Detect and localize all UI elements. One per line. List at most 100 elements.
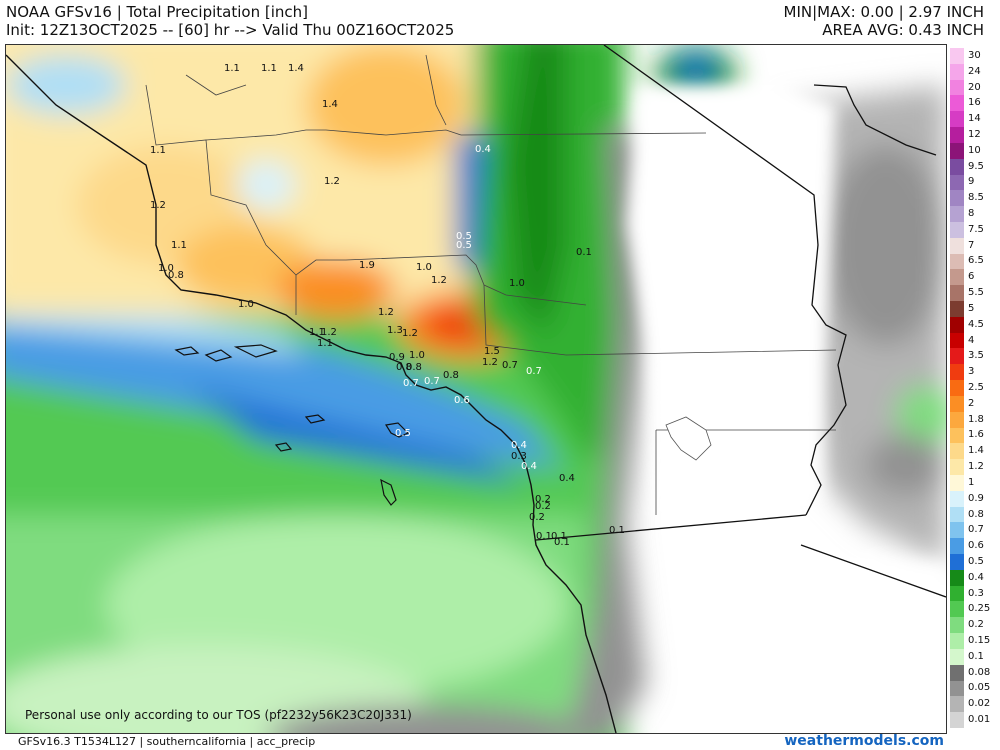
- legend-label: 14: [968, 113, 981, 125]
- legend-swatch: [950, 237, 964, 255]
- map-label: 0.2: [535, 494, 551, 505]
- legend-label: 12: [968, 128, 981, 140]
- legend-label: 0.02: [968, 698, 991, 710]
- legend-label: 1.2: [968, 461, 984, 473]
- legend-label: 0.5: [968, 555, 984, 567]
- legend-label: 0.08: [968, 666, 991, 678]
- legend-label: 0.3: [968, 587, 984, 599]
- map-label: 1.0: [416, 262, 432, 273]
- map-label: 0.2: [529, 512, 545, 523]
- legend-swatch: [950, 332, 964, 349]
- map-label: 1.9: [359, 260, 375, 271]
- header: NOAA GFSv16 | Total Precipitation [inch]…: [0, 0, 1000, 44]
- legend-label: 7: [968, 239, 975, 251]
- map-label: 0.8: [396, 362, 412, 373]
- legend-label: 1.8: [968, 413, 984, 425]
- salton-sea: [665, 416, 712, 461]
- map-label: 0.8: [443, 370, 459, 381]
- map-label: 0.4: [511, 440, 527, 451]
- map-label: 0.2: [535, 501, 551, 512]
- map-label: 0.7: [526, 366, 542, 377]
- legend-swatch: [950, 221, 964, 239]
- map-label: 0.4: [521, 461, 537, 472]
- legend-label: 5.5: [968, 287, 984, 299]
- map-label: 1.0: [238, 299, 254, 310]
- map-label: 1.2: [150, 200, 166, 211]
- legend-swatch: [950, 158, 964, 175]
- map-label: 1.1: [317, 338, 333, 349]
- map-label: 0.5: [395, 428, 411, 439]
- legend-swatch: [950, 411, 964, 429]
- map-label: 1.2: [482, 357, 498, 368]
- legend-swatch: [950, 364, 964, 381]
- map-label: 0.8: [406, 362, 422, 373]
- legend-swatch: [950, 127, 964, 144]
- legend-label: 4.5: [968, 318, 984, 330]
- legend-label: 0.15: [968, 635, 991, 647]
- map-label: 0.5: [456, 240, 472, 251]
- map-label: 1.1: [309, 327, 325, 338]
- map-label: 0.3: [511, 451, 527, 462]
- legend-swatch: [950, 696, 964, 713]
- channel-islands: [174, 344, 410, 506]
- legend-label: 0.9: [968, 492, 984, 504]
- map-label: 0.7: [424, 376, 440, 387]
- map-label: 0.4: [559, 473, 575, 484]
- legend-label: 9: [968, 176, 975, 188]
- map-label: 0.1: [536, 531, 552, 542]
- legend-swatch: [950, 680, 964, 697]
- legend-label: 16: [968, 97, 981, 109]
- map-label: 1.1: [224, 63, 240, 74]
- legend-label: 2: [968, 397, 975, 409]
- dry-region: [626, 85, 946, 733]
- legend-swatch: [950, 633, 964, 650]
- legend-swatch: [950, 474, 964, 492]
- legend-label: 6: [968, 271, 975, 283]
- map-label: 0.4: [475, 144, 491, 155]
- legend-label: 3.5: [968, 350, 984, 362]
- coastline: [6, 54, 617, 733]
- legend-swatch: [950, 111, 964, 128]
- legend-swatch: [950, 601, 964, 618]
- legend-swatch: [950, 554, 964, 571]
- map-label: 0.5: [456, 231, 472, 242]
- legend-label: 30: [968, 49, 981, 61]
- brand-link[interactable]: weathermodels.com: [784, 733, 944, 749]
- tos-note: Personal use only according to our TOS (…: [25, 708, 412, 722]
- legend-label: 3: [968, 366, 975, 378]
- legend-label: 0.8: [968, 508, 984, 520]
- legend-label: 8: [968, 208, 975, 220]
- legend-label: 0.05: [968, 682, 991, 694]
- map-label: 0.6: [454, 395, 470, 406]
- map-label: 1.5: [484, 346, 500, 357]
- legend-label: 24: [968, 65, 981, 77]
- map-label: 0.1: [551, 531, 567, 542]
- legend-swatch: [950, 174, 964, 191]
- legend-swatch: [950, 142, 964, 160]
- map-label: 1.0: [409, 350, 425, 361]
- legend-swatch: [950, 206, 964, 223]
- legend-swatch: [950, 253, 964, 270]
- legend-swatch: [950, 348, 964, 365]
- area-average-readout: AREA AVG: 0.43 INCH: [822, 21, 984, 39]
- legend-swatch: [950, 712, 964, 729]
- legend-swatch: [950, 395, 964, 413]
- legend-label: 9.5: [968, 160, 984, 172]
- legend-swatch: [950, 585, 964, 602]
- min-max-readout: MIN|MAX: 0.00 | 2.97 INCH: [783, 3, 985, 21]
- legend-label: 0.7: [968, 524, 984, 536]
- map-label: 1.2: [431, 275, 447, 286]
- legend-label: 0.6: [968, 540, 984, 552]
- map-label: 0.7: [403, 378, 419, 389]
- map-label: 1.4: [322, 99, 338, 110]
- legend-label: 8.5: [968, 192, 984, 204]
- legend-swatch: [950, 443, 964, 460]
- legend-swatch: [950, 269, 964, 286]
- legend-label: 20: [968, 81, 981, 93]
- precipitation-map: 1.1 1.1 1.4 1.4 1.1 1.2 1.2 1.1 1.0 0.8 …: [5, 44, 947, 734]
- county-boundaries: [145, 54, 837, 515]
- map-label: 1.0: [509, 278, 525, 289]
- legend-label: 1: [968, 476, 975, 488]
- map-label: 0.1: [576, 247, 592, 258]
- map-label: 0.7: [502, 360, 518, 371]
